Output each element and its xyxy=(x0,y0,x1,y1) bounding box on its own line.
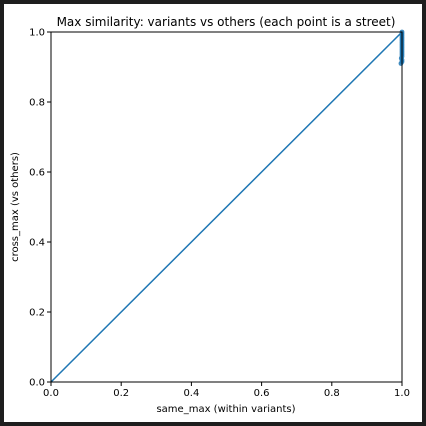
y-tick-label: 0.4 xyxy=(29,238,45,249)
x-axis-label: same_max (within variants) xyxy=(156,404,295,415)
y-axis-label: cross_max (vs others) xyxy=(10,152,21,262)
x-tick-label: 0.4 xyxy=(183,388,199,399)
y-tick-label: 0.8 xyxy=(29,98,45,109)
x-tick-label: 0.8 xyxy=(324,388,340,399)
plot-area-frame xyxy=(50,31,403,383)
x-tick-label: 0.2 xyxy=(113,388,129,399)
y-tick-label: 1.0 xyxy=(29,28,45,39)
x-axis-ticks: 0.0 0.2 0.4 0.6 0.8 1.0 xyxy=(43,382,410,399)
y-tick-label: 0.2 xyxy=(29,308,45,319)
chart-figure: Max similarity: variants vs others (each… xyxy=(4,4,422,422)
chart-title: Max similarity: variants vs others (each… xyxy=(57,15,396,29)
y-axis-ticks: 0.0 0.2 0.4 0.6 0.8 1.0 xyxy=(29,28,51,389)
identity-reference-line xyxy=(50,31,403,383)
x-tick-label: 0.0 xyxy=(43,388,59,399)
y-tick-label: 0.0 xyxy=(29,378,45,389)
x-tick-label: 1.0 xyxy=(394,388,410,399)
y-tick-label: 0.6 xyxy=(29,168,45,179)
scatter-point xyxy=(398,61,404,66)
reference-line-layer xyxy=(50,31,403,383)
scatter-chart: Max similarity: variants vs others (each… xyxy=(10,15,410,415)
x-tick-label: 0.6 xyxy=(254,388,270,399)
